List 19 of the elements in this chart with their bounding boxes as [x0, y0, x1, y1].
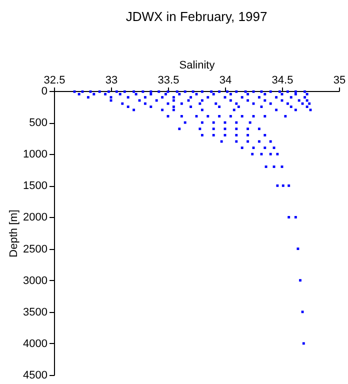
x-tick-label: 32.5 [44, 74, 66, 86]
x-tick-label: 34 [219, 74, 232, 86]
y-axis-title: Depth [m] [8, 210, 20, 258]
y-tick-label: 3000 [23, 274, 48, 287]
y-tick-label: 3500 [23, 306, 48, 318]
y-tick-label: 1500 [23, 180, 48, 192]
x-tick-label: 33.5 [158, 74, 180, 86]
x-tick-label: 35 [333, 74, 346, 86]
x-tick-label: 34.5 [272, 74, 294, 86]
y-tick-label: 2000 [23, 212, 48, 224]
y-tick-label: 4500 [23, 370, 48, 382]
y-tick-label: 2500 [23, 243, 48, 256]
y-tick-label: 500 [29, 117, 48, 130]
y-tick-label: 1000 [23, 148, 48, 161]
x-axis-title: Salinity [179, 60, 216, 72]
chart-title: JDWX in February, 1997 [126, 9, 268, 24]
x-tick-label: 33 [105, 74, 118, 86]
y-tick-label: 0 [41, 86, 48, 98]
y-tick-label: 4000 [23, 338, 48, 350]
